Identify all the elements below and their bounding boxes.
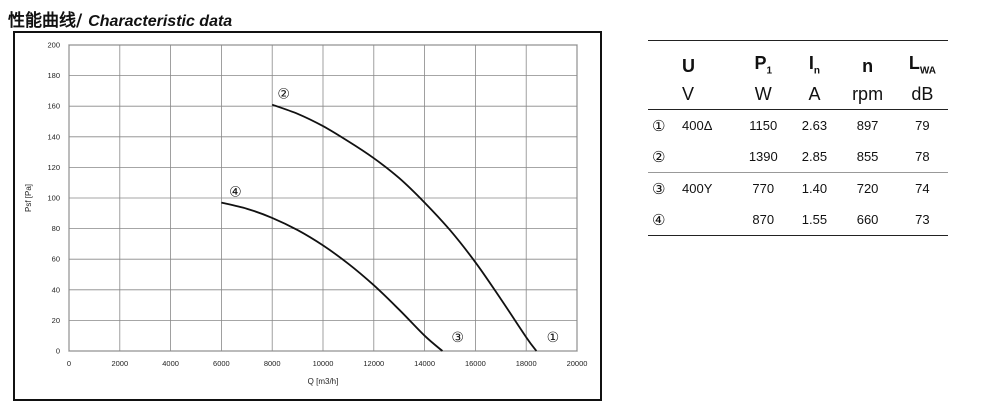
y-tick-label: 20 <box>52 316 60 325</box>
table-header-symbols: U P1 In n LWA <box>648 41 948 79</box>
unit-P1: W <box>736 79 791 110</box>
curve-2 <box>271 103 538 352</box>
header-U: U <box>682 56 695 76</box>
x-tick-label: 4000 <box>162 359 179 368</box>
y-tick-label: 120 <box>47 163 60 172</box>
curve-label: ③ <box>451 330 464 346</box>
title-zh: 性能曲线 <box>8 11 76 31</box>
x-tick-label: 10000 <box>313 359 334 368</box>
y-tick-label: 80 <box>52 224 60 233</box>
x-tick-label: 14000 <box>414 359 435 368</box>
y-axis-label: Psf [Pa] <box>24 184 33 212</box>
x-tick-label: 20000 <box>567 359 588 368</box>
title-separator: / <box>76 11 89 31</box>
y-tick-label: 60 <box>52 255 60 264</box>
table-row: ② 1390 2.85 855 78 <box>648 141 948 173</box>
x-tick-label: 6000 <box>213 359 230 368</box>
spec-table: U P1 In n LWA V W A rpm dB ① 400Δ 1150 2… <box>648 40 948 236</box>
y-tick-label: 200 <box>47 41 60 50</box>
table-row: ① 400Δ 1150 2.63 897 79 <box>652 116 930 135</box>
header-LWA: LWA <box>908 53 936 77</box>
table-row: ④ 870 1.55 660 73 <box>648 204 948 236</box>
table-row: ③ 400Y 770 1.40 720 74 <box>652 179 930 198</box>
unit-LWA: dB <box>896 79 948 110</box>
y-tick-label: 160 <box>47 102 60 111</box>
header-In: In <box>808 53 820 77</box>
x-tick-label: 8000 <box>264 359 281 368</box>
unit-U: V <box>678 79 736 110</box>
y-tick-label: 140 <box>47 132 60 141</box>
curve-4 <box>221 201 443 352</box>
x-axis-label: Q [m3/h] <box>308 377 339 386</box>
y-tick-label: 180 <box>47 71 60 80</box>
table-header-units: V W A rpm dB <box>648 79 948 110</box>
y-tick-label: 40 <box>52 285 60 294</box>
header-P1: P1 <box>754 53 773 77</box>
curve-label: ② <box>277 87 290 103</box>
curve-label: ① <box>547 330 560 346</box>
unit-In: A <box>790 79 839 110</box>
x-tick-label: 12000 <box>363 359 384 368</box>
curve-label: ④ <box>229 184 242 200</box>
x-tick-label: 2000 <box>111 359 128 368</box>
chart-frame <box>13 31 602 401</box>
x-tick-label: 16000 <box>465 359 486 368</box>
y-tick-label: 100 <box>47 194 60 203</box>
y-tick-label: 0 <box>56 347 60 356</box>
header-n: n <box>862 56 874 76</box>
unit-n: rpm <box>838 79 897 110</box>
page-title: 性能曲线/ Characteristic data <box>8 6 232 31</box>
x-tick-label: 18000 <box>516 359 537 368</box>
x-tick-label: 0 <box>67 359 71 368</box>
title-en: Characteristic data <box>88 13 233 30</box>
